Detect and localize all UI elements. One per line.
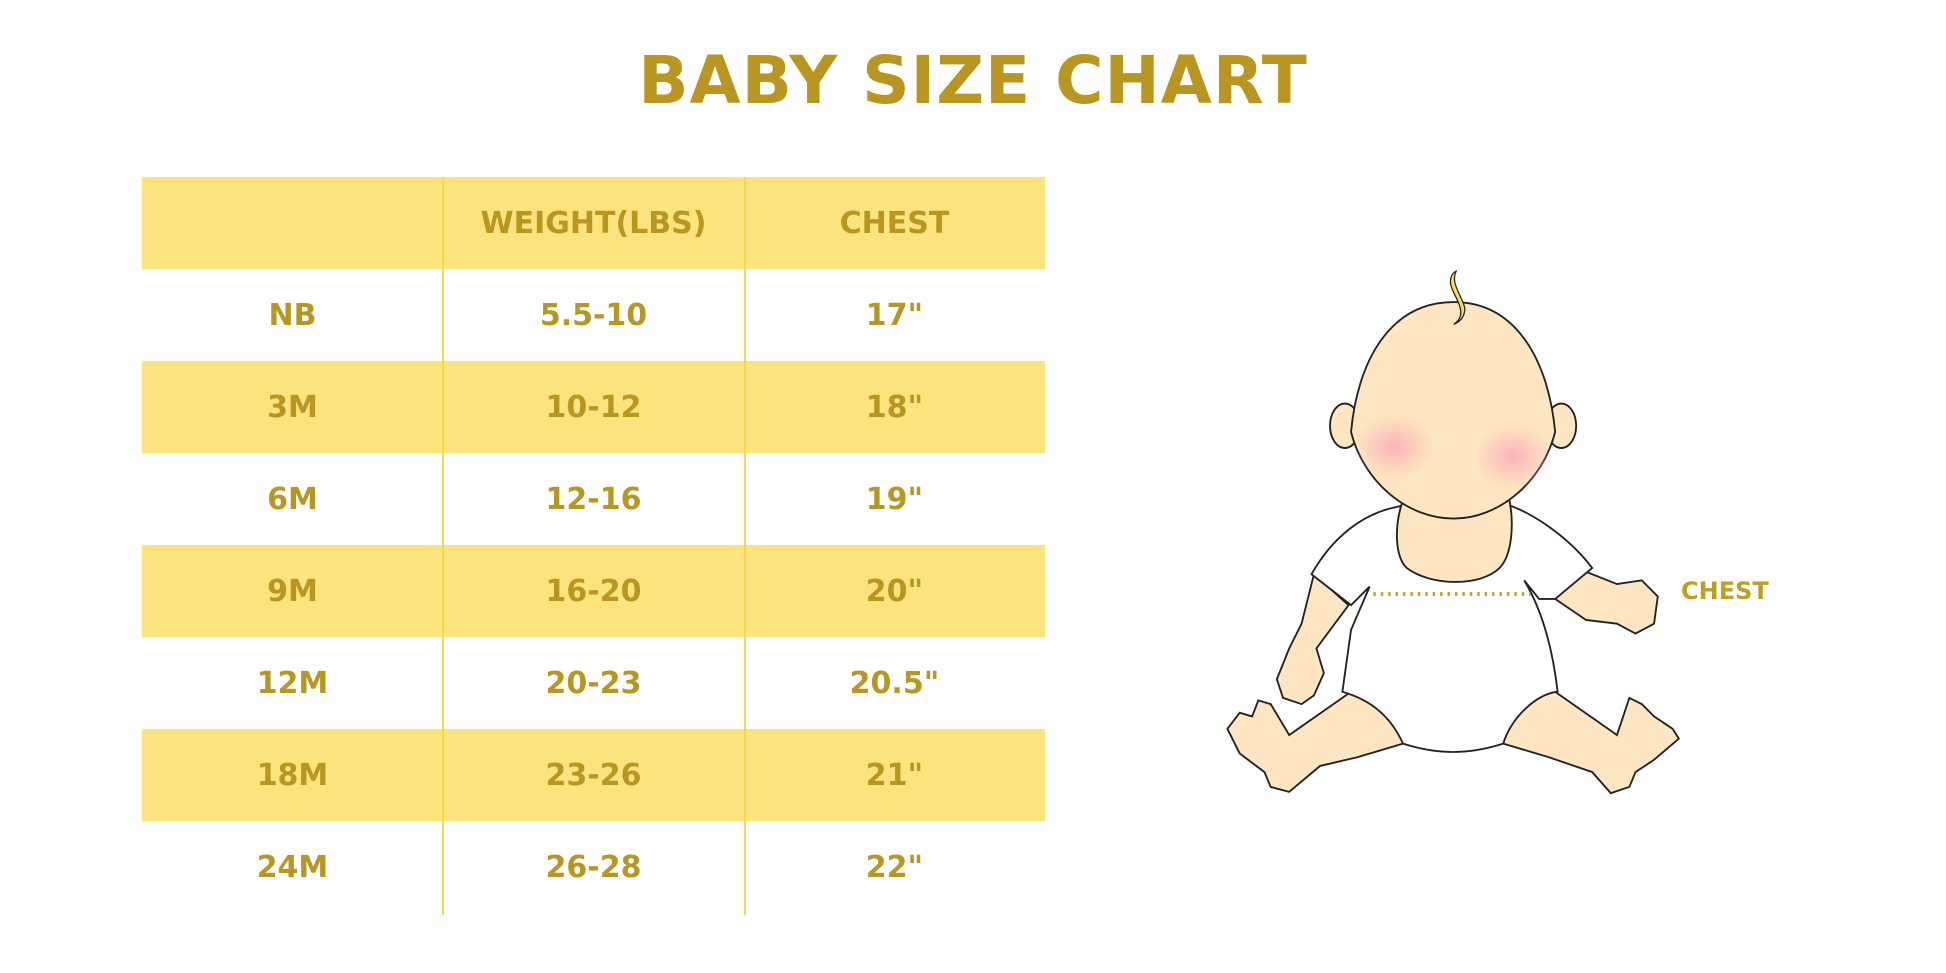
table-row: 3M 10-12 18": [142, 361, 1045, 453]
weight-cell: 16-20: [545, 573, 642, 609]
table-row: 6M 12-16 19": [142, 453, 1045, 545]
size-cell: 24M: [256, 849, 329, 885]
weight-cell: 5.5-10: [539, 297, 648, 333]
size-cell: 6M: [267, 481, 318, 517]
chest-cell: 22": [865, 849, 924, 885]
weight-cell: 12-16: [545, 481, 642, 517]
chest-cell: 20": [865, 573, 924, 609]
baby-illustration-icon: [1226, 270, 1681, 795]
size-table: WEIGHT(LBS) CHEST NB 5.5-10 17" 3M 10-12…: [142, 177, 1045, 915]
table-row: 9M 16-20 20": [142, 545, 1045, 637]
chest-cell: 19": [865, 481, 924, 517]
weight-cell: 23-26: [545, 757, 642, 793]
chest-cell: 18": [865, 389, 924, 425]
size-cell: 9M: [267, 573, 318, 609]
chest-label: CHEST: [1681, 577, 1769, 605]
table-row: 12M 20-23 20.5": [142, 637, 1045, 729]
weight-cell: 20-23: [545, 665, 642, 701]
column-divider: [744, 177, 746, 915]
weight-cell: 10-12: [545, 389, 642, 425]
page-title: BABY SIZE CHART: [638, 42, 1308, 119]
header-cell: WEIGHT(LBS): [480, 205, 707, 241]
chest-cell: 20.5": [849, 665, 940, 701]
column-divider: [442, 177, 444, 915]
table-row: 18M 23-26 21": [142, 729, 1045, 821]
table-row: 24M 26-28 22": [142, 821, 1045, 913]
chest-cell: 21": [865, 757, 924, 793]
table-header: WEIGHT(LBS) CHEST: [142, 177, 1045, 269]
chest-cell: 17": [865, 297, 924, 333]
weight-cell: 26-28: [545, 849, 642, 885]
size-cell: NB: [268, 297, 317, 333]
table-row: NB 5.5-10 17": [142, 269, 1045, 361]
size-cell: 3M: [267, 389, 318, 425]
size-cell: 18M: [256, 757, 329, 793]
size-cell: 12M: [256, 665, 329, 701]
header-cell: CHEST: [839, 205, 950, 241]
